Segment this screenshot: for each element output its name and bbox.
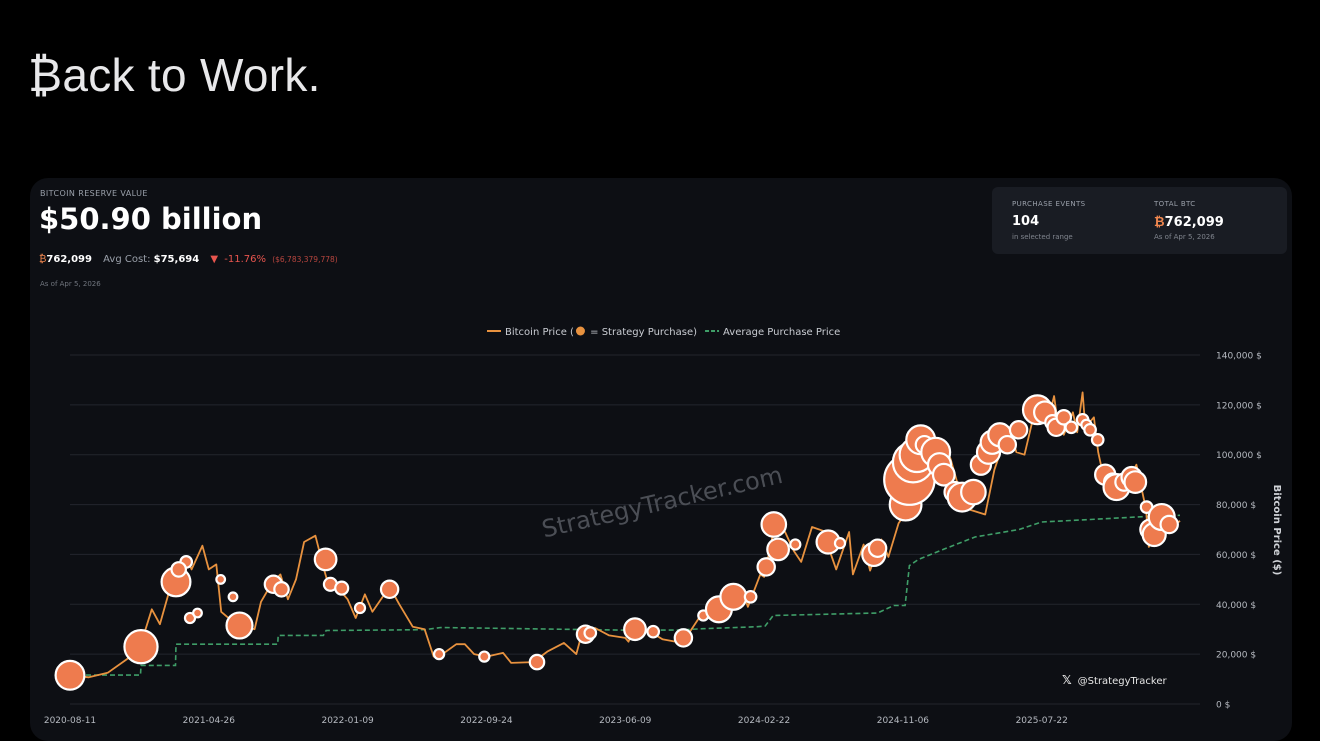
down-arrow-icon: ▼ — [210, 254, 219, 265]
purchase-bubble[interactable] — [1064, 420, 1079, 435]
purchase-bubble[interactable] — [273, 580, 290, 598]
purchase-bubbles — [54, 394, 1179, 691]
legend-average-label: Average Purchase Price — [723, 327, 840, 338]
purchase-bubble[interactable] — [867, 538, 888, 558]
x-tick-label: 2022-09-24 — [460, 716, 513, 726]
coin-icon — [575, 326, 585, 336]
purchase-bubble[interactable] — [760, 511, 788, 538]
purchase-bubble[interactable] — [833, 537, 847, 550]
purchase-bubble[interactable] — [997, 434, 1018, 455]
total-btc-number: 762,099 — [1164, 215, 1224, 230]
y-tick-label: 140,000 $ — [1216, 352, 1262, 362]
y-tick-label: 60,000 $ — [1216, 551, 1256, 561]
purchase-bubble[interactable] — [54, 659, 86, 691]
purchase-bubble[interactable] — [1159, 514, 1179, 535]
x-tick-label: 2025-07-22 — [1016, 716, 1068, 726]
purchase-bubble[interactable] — [334, 580, 350, 596]
change-absolute: ($6,783,379,778) — [272, 255, 338, 264]
legend-price-label: Bitcoin Price ( = Strategy Purchase) — [505, 327, 697, 338]
legend-price-text-2: = Strategy Purchase) — [587, 327, 697, 338]
reserve-value: $50.90 billion — [39, 202, 263, 236]
purchase-bubble[interactable] — [756, 557, 776, 577]
total-btc-value: ₿762,099 — [1154, 214, 1224, 230]
holdings-row: ₿762,099 Avg Cost: $75,694 ▼ -11.76% ($6… — [39, 254, 338, 265]
x-axis-ticks: 2020-08-11 2021-04-26 2022-01-09 2022-09-24… — [44, 716, 1068, 726]
x-tick-label: 2023-06-09 — [599, 716, 652, 726]
purchase-bubble[interactable] — [623, 617, 647, 642]
x-tick-label: 2024-11-06 — [877, 716, 930, 726]
y-axis-label: Bitcoin Price ($) — [1271, 485, 1282, 576]
avg-cost-value: $75,694 — [153, 254, 200, 265]
purchase-bubble[interactable] — [379, 579, 400, 600]
purchase-bubble[interactable] — [789, 538, 802, 551]
y-tick-label: 20,000 $ — [1216, 651, 1256, 661]
purchase-bubble[interactable] — [227, 591, 239, 603]
x-tick-label: 2024-02-22 — [738, 716, 790, 726]
reserve-card: BITCOIN RESERVE VALUE $50.90 billion ₿76… — [30, 178, 1292, 741]
headline: ₿ack to Work. — [28, 49, 321, 101]
purchase-bubble[interactable] — [673, 628, 694, 648]
btc-symbol: ₿ — [39, 254, 47, 265]
y-tick-label: 40,000 $ — [1216, 601, 1256, 611]
chart-legend: Bitcoin Price ( = Strategy Purchase) Ave… — [487, 326, 840, 338]
purchase-events-label: PURCHASE EVENTS — [1012, 200, 1086, 208]
purchase-bubble[interactable] — [225, 611, 254, 640]
x-tick-label: 2020-08-11 — [44, 716, 96, 726]
price-chart: 0 $ 20,000 $ 40,000 $ 60,000 $ 80,000 $ 100,0… — [44, 326, 1282, 726]
purchase-bubble[interactable] — [646, 624, 661, 639]
change-percent: -11.76% — [224, 254, 267, 265]
average-purchase-price-line — [70, 514, 1181, 676]
btc-holdings: 762,099 — [46, 254, 92, 265]
reserve-label: BITCOIN RESERVE VALUE — [40, 189, 148, 198]
purchase-bubble[interactable] — [215, 573, 227, 585]
x-tick-label: 2022-01-09 — [321, 716, 374, 726]
stats-panel: PURCHASE EVENTS 104 in selected range TO… — [992, 187, 1287, 254]
purchase-bubble[interactable] — [1083, 422, 1097, 437]
purchase-bubble[interactable] — [719, 582, 748, 611]
btc-symbol: ₿ — [1154, 215, 1165, 230]
purchase-bubble[interactable] — [192, 607, 203, 619]
purchase-bubble[interactable] — [1090, 432, 1105, 447]
y-axis-ticks: 0 $ 20,000 $ 40,000 $ 60,000 $ 80,000 $ 100,0… — [1216, 352, 1262, 711]
x-logo-icon: 𝕏 — [1062, 673, 1072, 687]
social-handle-text: @StrategyTracker — [1077, 676, 1167, 687]
y-tick-label: 100,000 $ — [1216, 451, 1262, 461]
legend-price-text: Bitcoin Price ( — [505, 327, 574, 338]
purchase-bubble[interactable] — [1123, 470, 1148, 495]
purchase-bubble[interactable] — [960, 478, 987, 506]
purchase-bubble[interactable] — [743, 589, 758, 604]
x-tick-label: 2021-04-26 — [183, 716, 236, 726]
purchase-bubble[interactable] — [313, 547, 338, 572]
watermark: StrategyTracker.com — [539, 461, 785, 544]
purchase-bubble[interactable] — [528, 653, 546, 671]
y-tick-label: 80,000 $ — [1216, 501, 1256, 511]
purchase-bubble[interactable] — [353, 601, 367, 615]
purchase-bubble[interactable] — [183, 611, 197, 625]
purchase-bubble[interactable] — [931, 462, 956, 487]
purchase-events-note: in selected range — [1012, 233, 1073, 241]
purchase-events-value: 104 — [1012, 214, 1040, 229]
as-of-date: As of Apr 5, 2026 — [40, 280, 101, 288]
total-btc-note: As of Apr 5, 2026 — [1154, 233, 1215, 241]
total-btc-label: TOTAL BTC — [1154, 200, 1196, 208]
avg-cost-label: Avg Cost: — [103, 254, 151, 265]
y-tick-label: 120,000 $ — [1216, 401, 1262, 411]
purchase-bubble[interactable] — [432, 647, 446, 661]
y-tick-label: 0 $ — [1216, 701, 1230, 711]
purchase-bubble[interactable] — [123, 629, 159, 665]
purchase-bubble[interactable] — [1008, 420, 1029, 440]
social-handle[interactable]: 𝕏 @StrategyTracker — [1062, 673, 1167, 687]
purchase-bubble[interactable] — [583, 626, 598, 640]
purchase-bubble[interactable] — [766, 537, 790, 562]
purchase-bubble[interactable] — [170, 561, 187, 578]
gridlines — [70, 354, 1200, 705]
purchase-bubble[interactable] — [1055, 409, 1073, 426]
purchase-bubble[interactable] — [478, 650, 491, 663]
